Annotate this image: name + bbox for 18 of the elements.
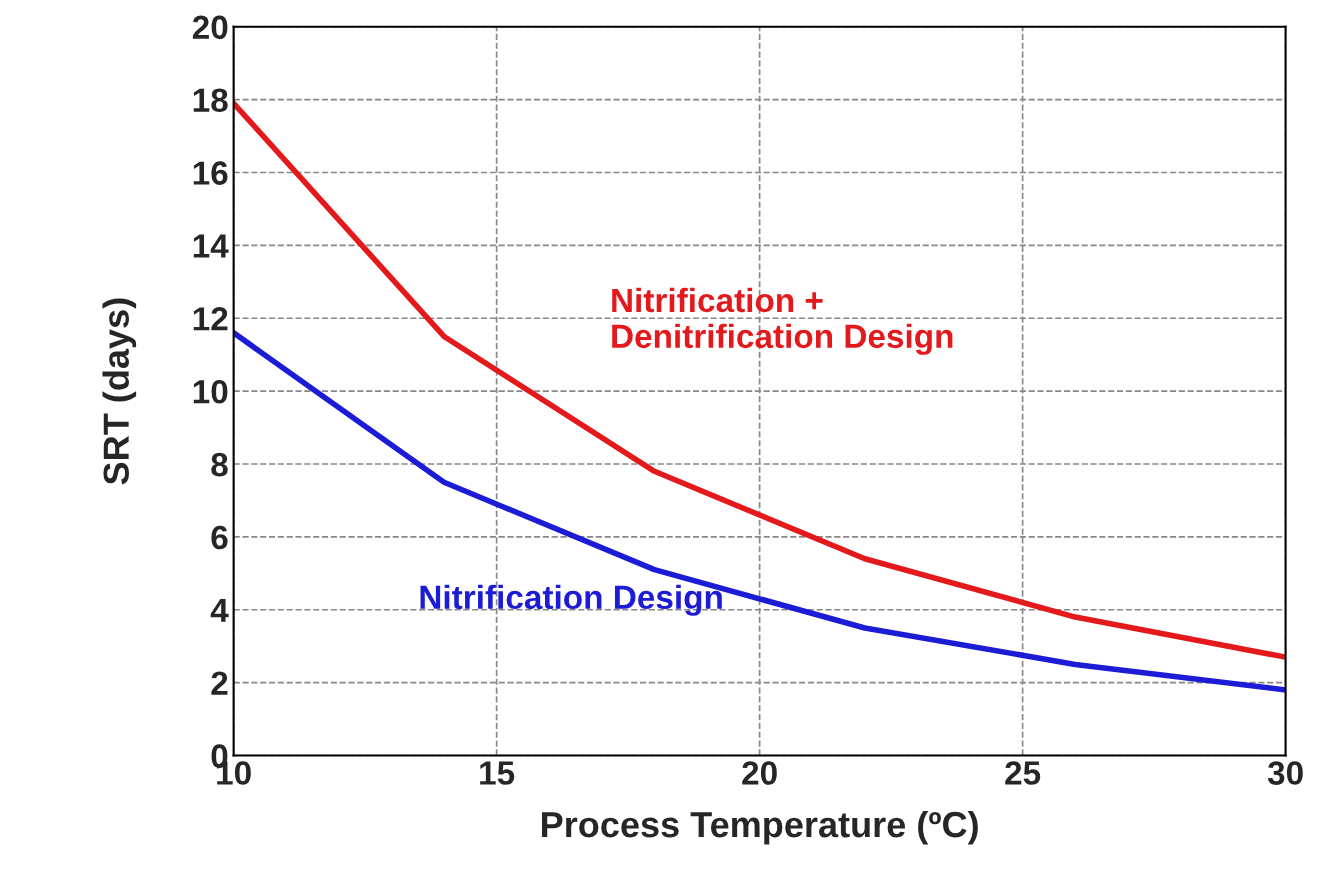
y-tick-label: 4 <box>210 598 229 622</box>
y-tick-label: 2 <box>211 671 228 695</box>
y-tick-label: 18 <box>193 88 228 113</box>
y-tick-label: 10 <box>193 379 228 404</box>
y-tick-label: 6 <box>211 525 228 550</box>
x-axis-title: Process Temperature (ºC) <box>542 810 978 845</box>
x-tick-label: 25 <box>1005 761 1041 785</box>
y-tick-label: 20 <box>192 15 228 40</box>
x-tick-label: 20 <box>742 761 777 785</box>
series-label: Nitrification Design <box>420 584 722 616</box>
y-tick-label: 8 <box>211 452 228 477</box>
text: Nitrification + Denitrification Design <box>612 287 953 355</box>
y-tick-label: 12 <box>193 307 228 331</box>
x-tick-label: 15 <box>480 761 515 785</box>
y-axis-title: SRT (days) <box>102 298 137 485</box>
x-tick-label: 30 <box>1267 761 1303 785</box>
y-tick-label: 16 <box>193 161 228 185</box>
y-tick-label: 14 <box>193 234 229 258</box>
